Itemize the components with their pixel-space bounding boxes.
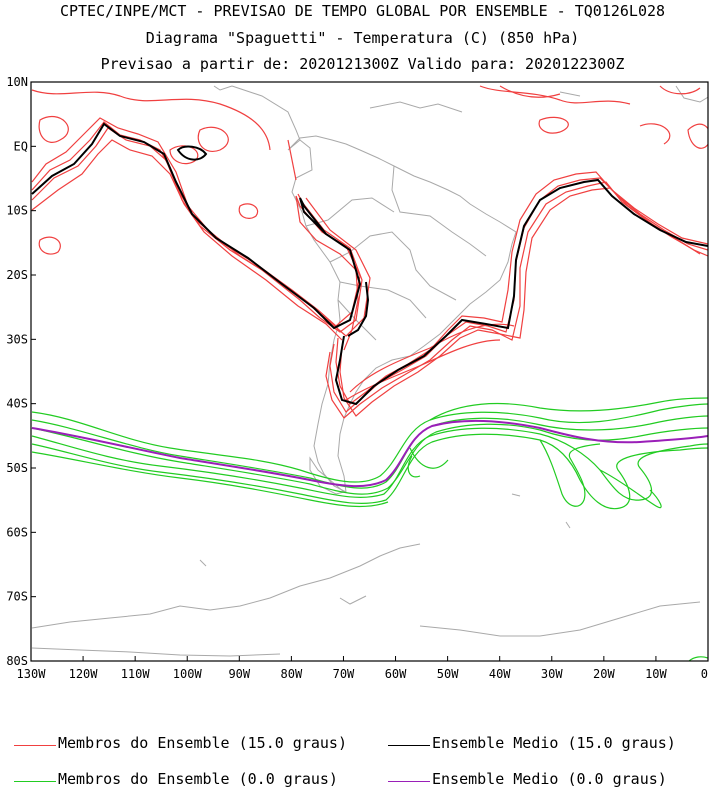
lon-label: 70W — [333, 667, 355, 681]
legend-label-member-0: Membros do Ensemble (0.0 graus) — [58, 770, 338, 788]
legend-label-mean-0: Ensemble Medio (0.0 graus) — [432, 770, 667, 788]
axis-ticks — [30, 81, 709, 662]
mean-15-contour — [31, 122, 708, 406]
legend-swatch-member-15 — [14, 745, 56, 746]
members-0-contours — [31, 397, 708, 661]
legend-row-2: Membros do Ensemble (0.0 graus) Ensemble… — [0, 770, 725, 792]
lon-label: 30W — [541, 667, 563, 681]
lon-label: 0 — [701, 667, 708, 681]
lon-label: 90W — [228, 667, 250, 681]
lat-label: 20S — [6, 268, 28, 282]
legend-swatch-mean-0 — [388, 781, 430, 782]
legend-label-member-15: Membros do Ensemble (15.0 graus) — [58, 734, 347, 752]
lat-label: 80S — [6, 654, 28, 668]
lat-label: 10S — [6, 204, 28, 218]
lat-label: 50S — [6, 461, 28, 475]
lon-label: 120W — [69, 667, 99, 681]
lon-label: 10W — [645, 667, 667, 681]
lat-label: 30S — [6, 332, 28, 346]
lon-label: 110W — [121, 667, 151, 681]
lat-label: 10N — [6, 75, 28, 89]
lat-label: 70S — [6, 590, 28, 604]
lon-label: 130W — [17, 667, 47, 681]
lat-label: EQ — [14, 139, 28, 153]
legend-label-mean-15: Ensemble Medio (15.0 graus) — [432, 734, 676, 752]
lon-label: 80W — [281, 667, 303, 681]
members-15-contours — [31, 85, 708, 419]
lon-label: 40W — [489, 667, 511, 681]
legend-swatch-mean-15 — [388, 745, 430, 746]
map-frame — [30, 81, 709, 662]
lon-label: 50W — [437, 667, 459, 681]
mean-0-contour — [31, 419, 708, 488]
legend-row-1: Membros do Ensemble (15.0 graus) Ensembl… — [0, 734, 725, 756]
title-line-2: Diagrama "Spaguetti" - Temperatura (C) (… — [145, 29, 580, 47]
lat-label: 60S — [6, 525, 28, 539]
axis-tick-labels: 130W 120W 110W 100W 90W 80W 70W 60W 50W 40W 30W 20W… — [6, 75, 708, 681]
title-line-3: Previsao a partir de: 2020121300Z Valido… — [100, 55, 625, 73]
lon-label: 60W — [385, 667, 407, 681]
title-line-1: CPTEC/INPE/MCT - PREVISAO DE TEMPO GLOBA… — [59, 2, 666, 20]
lat-label: 40S — [6, 397, 28, 411]
lon-label: 100W — [173, 667, 203, 681]
coastlines — [31, 85, 708, 657]
lon-label: 20W — [593, 667, 615, 681]
legend-swatch-member-0 — [14, 781, 56, 782]
